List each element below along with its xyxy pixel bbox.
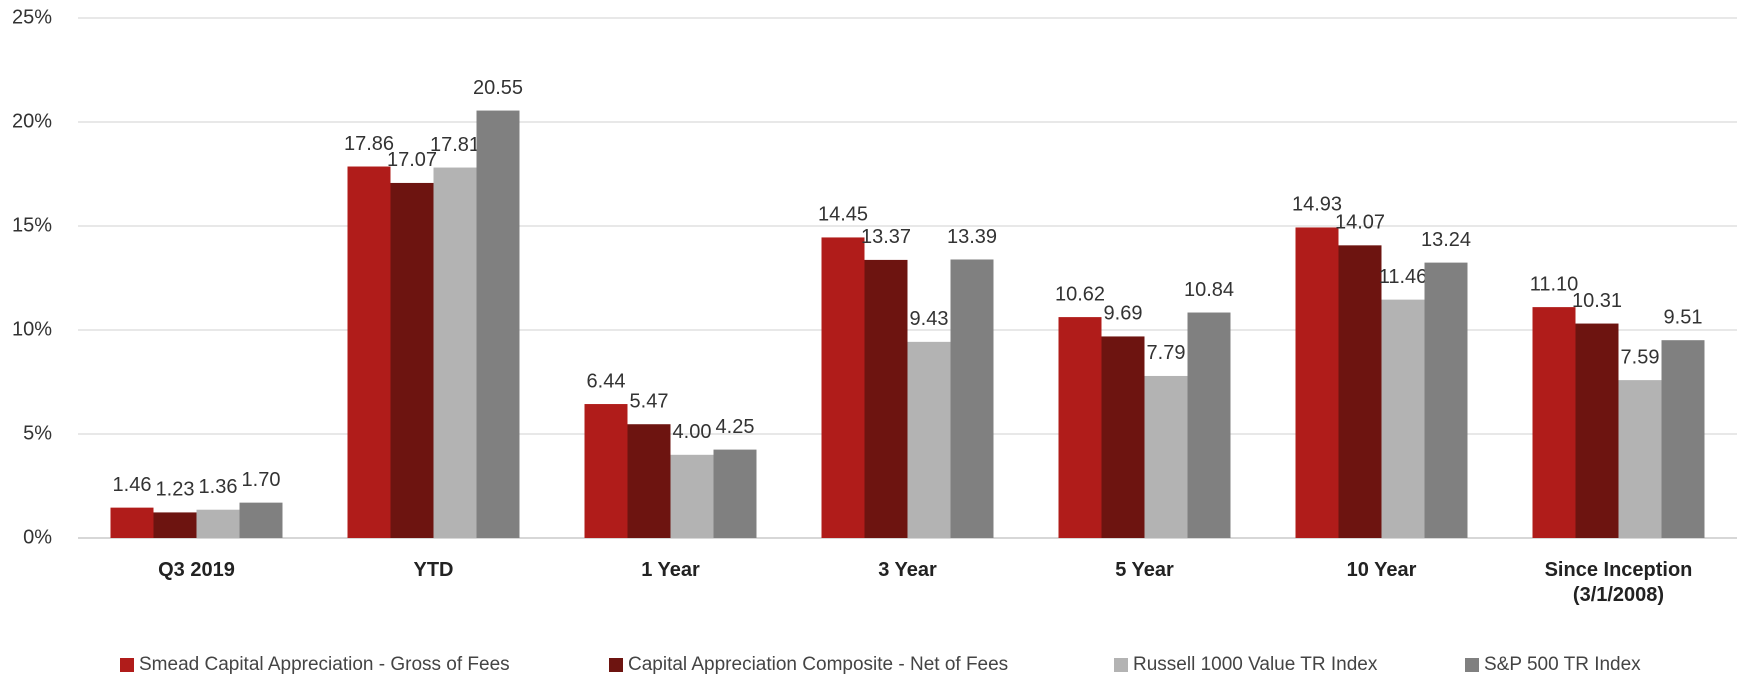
y-tick-label: 25% — [12, 6, 52, 28]
y-tick-label: 0% — [23, 526, 52, 548]
bar — [1381, 299, 1425, 538]
value-label: 1.70 — [242, 469, 281, 491]
bar — [347, 166, 391, 538]
legend-swatch — [120, 658, 134, 672]
bar — [1338, 245, 1382, 538]
bar — [1618, 380, 1662, 538]
value-label: 17.86 — [344, 133, 394, 155]
bar — [1575, 323, 1619, 538]
x-tick-label: 1 Year — [641, 559, 700, 581]
bar — [1295, 227, 1339, 538]
value-label: 10.84 — [1184, 279, 1234, 301]
value-label: 10.31 — [1572, 290, 1622, 312]
bar — [821, 237, 865, 538]
bar — [476, 110, 520, 538]
bar — [1424, 262, 1468, 538]
plot: 0%5%10%15%20%25%1.46 1.23 1.36 1.7017.8617.… — [12, 6, 1737, 548]
value-label: 7.59 — [1621, 346, 1660, 368]
value-label: 1.36 — [199, 476, 238, 498]
bar — [1144, 375, 1188, 538]
value-label: 17.81 — [430, 134, 480, 156]
value-label: 11.10 — [1530, 273, 1579, 295]
value-label: 6.44 — [587, 370, 626, 392]
legend: Smead Capital Appreciation - Gross of Fe… — [0, 654, 1737, 677]
bar — [670, 454, 714, 538]
bar — [584, 404, 628, 538]
value-label: 20.55 — [473, 77, 523, 99]
value-label: 17.07 — [387, 149, 437, 171]
legend-item: S&P 500 TR Index — [1465, 654, 1641, 676]
y-tick-label: 20% — [12, 110, 52, 132]
legend-label: Capital Appreciation Composite - Net of … — [628, 654, 1009, 675]
value-label: 13.39 — [947, 226, 997, 248]
x-tick-label: 5 Year — [1115, 559, 1174, 581]
legend-label: Smead Capital Appreciation - Gross of Fe… — [139, 654, 510, 675]
bar — [950, 259, 994, 538]
value-label: 13.24 — [1421, 229, 1471, 251]
value-label: 5.47 — [630, 391, 669, 413]
value-label: 1.23 — [156, 479, 195, 501]
bar — [433, 167, 477, 538]
value-label: 10.62 — [1055, 283, 1105, 305]
bar — [390, 182, 434, 538]
bar — [110, 507, 154, 538]
bar — [864, 259, 908, 538]
value-label: 9.69 — [1104, 303, 1143, 325]
bar — [196, 509, 240, 538]
value-label: 1.46 — [113, 474, 152, 496]
legend-swatch — [609, 658, 623, 672]
bar — [1532, 307, 1576, 538]
bar — [1101, 336, 1145, 538]
value-label: 4.00 — [673, 421, 712, 443]
legend-item: Capital Appreciation Composite - Net of … — [609, 654, 1008, 676]
value-label: 7.79 — [1147, 342, 1186, 364]
value-label: 4.25 — [716, 416, 755, 438]
x-tick-label: Q3 2019 — [158, 559, 235, 581]
legend-label: Russell 1000 Value TR Index — [1133, 654, 1378, 675]
x-tick-label: YTD — [413, 559, 454, 581]
value-label: 14.45 — [818, 204, 868, 226]
y-tick-label: 10% — [12, 318, 52, 340]
legend-swatch — [1465, 658, 1479, 672]
value-label: 9.43 — [910, 308, 949, 330]
x-tick-label: 3 Year — [878, 559, 937, 581]
value-label: 14.07 — [1335, 212, 1385, 234]
bar — [153, 512, 197, 538]
bar — [1058, 317, 1102, 538]
bar — [1661, 340, 1705, 538]
x-tick-label: Since Inception (3/1/2008) — [1544, 559, 1693, 606]
bar — [1187, 312, 1231, 538]
legend-item: Smead Capital Appreciation - Gross of Fe… — [120, 654, 510, 676]
x-tick-label: 10 Year — [1346, 559, 1417, 581]
value-label: 9.51 — [1664, 306, 1703, 328]
bar — [713, 449, 757, 538]
bar — [627, 424, 671, 538]
value-label: 11.46 — [1379, 266, 1428, 288]
bar — [239, 502, 283, 538]
legend-swatch — [1114, 658, 1128, 672]
bar — [907, 341, 951, 538]
y-tick-label: 15% — [12, 214, 52, 236]
legend-label: S&P 500 TR Index — [1484, 654, 1641, 675]
y-tick-label: 5% — [23, 422, 52, 444]
value-label: 14.93 — [1292, 194, 1342, 216]
value-label: 13.37 — [861, 226, 911, 248]
legend-item: Russell 1000 Value TR Index — [1114, 654, 1377, 676]
